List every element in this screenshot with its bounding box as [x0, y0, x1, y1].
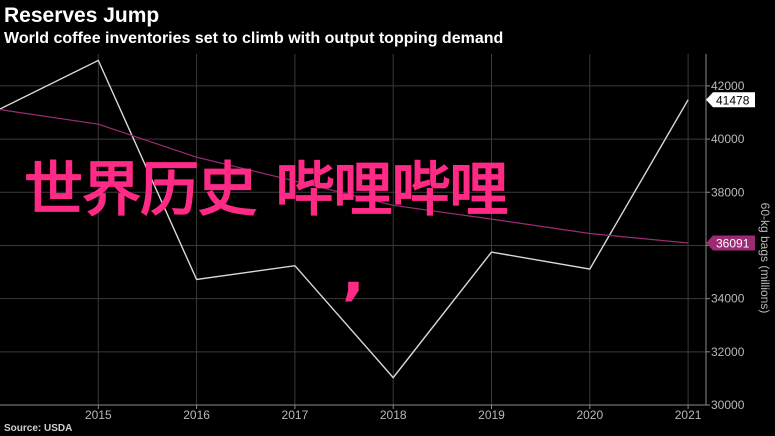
chart-subtitle: World coffee inventories set to climb wi… — [4, 30, 504, 47]
inventory-point — [196, 278, 198, 280]
y-tick-label: 34000 — [711, 292, 745, 306]
consumption-point — [97, 123, 99, 125]
x-tick-label: 2017 — [282, 408, 309, 422]
inventory-point — [97, 59, 99, 61]
inventory-series-line — [0, 59, 689, 379]
consumption-point — [589, 232, 591, 234]
x-tick-label: 2018 — [380, 408, 407, 422]
inventory-point — [491, 251, 493, 253]
y-tick-label: 40000 — [711, 132, 745, 146]
y-tick-label: 32000 — [711, 345, 745, 359]
inventory-point — [589, 268, 591, 270]
source-note: Source: USDA — [4, 423, 73, 434]
inventory-last-value-label: 41478 — [716, 93, 750, 107]
y-tick-label: 42000 — [711, 79, 745, 93]
chart-title: Reserves Jump — [4, 4, 160, 27]
x-tick-label: 2016 — [183, 408, 210, 422]
overlay-watermark-comma: , — [342, 238, 365, 308]
inventory-point — [294, 265, 296, 267]
x-tick-label: 2021 — [675, 408, 702, 422]
consumption-last-value-badge — [706, 235, 755, 251]
y-tick-label: 38000 — [711, 185, 745, 199]
x-tick-label: 2019 — [478, 408, 505, 422]
y-tick-label: 30000 — [711, 398, 745, 412]
consumption-last-value-label: 36091 — [716, 237, 750, 251]
inventory-last-value-badge — [706, 92, 755, 108]
x-tick-label: 2015 — [85, 408, 112, 422]
inventory-point — [392, 377, 394, 379]
consumption-series-line — [0, 109, 689, 244]
inventory-point — [687, 99, 689, 101]
x-tick-label: 2020 — [576, 408, 603, 422]
consumption-point — [687, 242, 689, 244]
overlay-watermark-text: 世界历史 哔哩哔哩 — [24, 155, 509, 224]
y-axis-label: 60-kg bags (millions) — [758, 202, 772, 314]
